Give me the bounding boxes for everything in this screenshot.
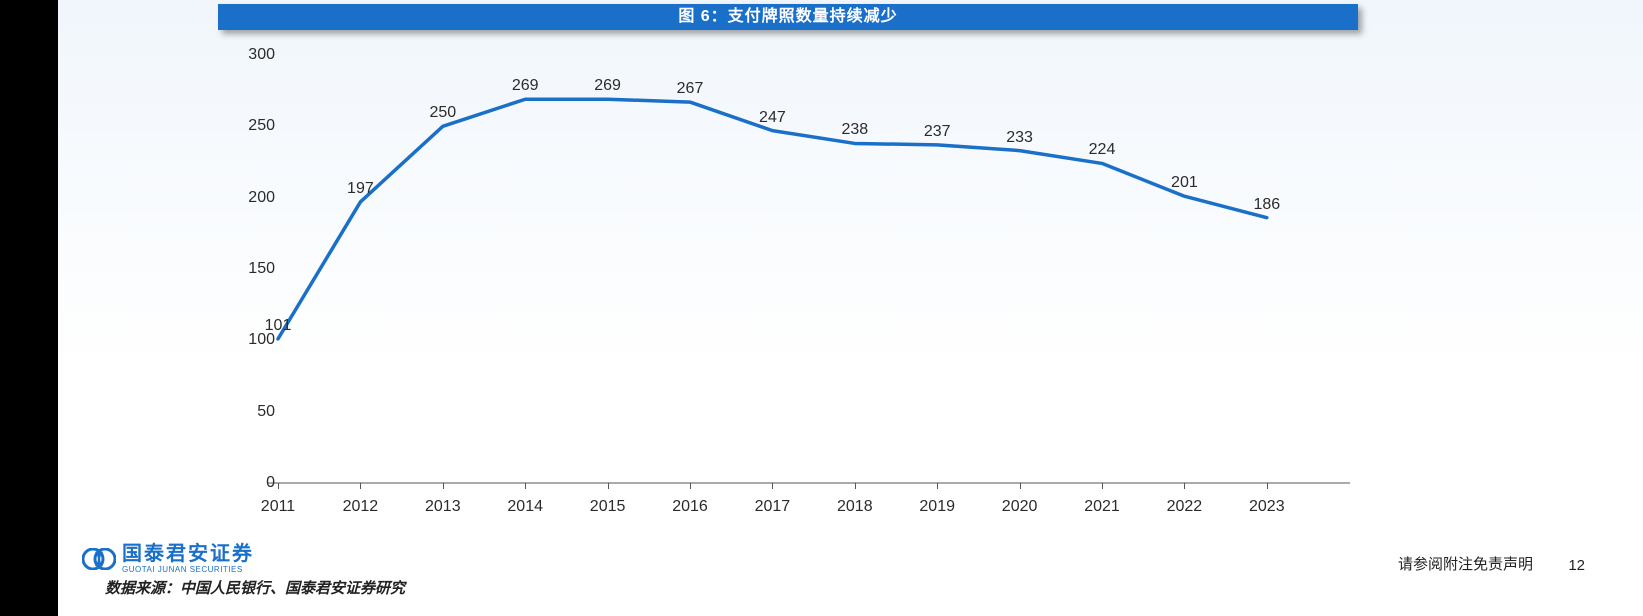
x-axis-tick [1102, 483, 1103, 489]
data-source-text: 数据来源：中国人民银行、国泰君安证券研究 [105, 577, 405, 598]
data-point-label: 101 [265, 317, 292, 335]
data-point-label: 267 [677, 80, 704, 98]
x-axis-tick-label: 2015 [590, 498, 626, 516]
data-point-label: 269 [512, 77, 539, 95]
data-point-label: 233 [1006, 129, 1033, 147]
x-axis-tick [360, 483, 361, 489]
brand-logo-icon [82, 548, 116, 570]
y-axis-tick-label: 300 [225, 46, 275, 64]
brand-name-cn: 国泰君安证券 [122, 544, 254, 564]
y-axis-tick-label: 200 [225, 189, 275, 207]
data-point-label: 250 [429, 104, 456, 122]
x-axis-tick [608, 483, 609, 489]
line-chart: 0501001502002503002011101201219720132502… [220, 50, 1350, 520]
x-axis-tick-label: 2019 [919, 498, 955, 516]
x-axis-tick [443, 483, 444, 489]
x-axis-tick [1020, 483, 1021, 489]
data-point-label: 238 [841, 121, 868, 139]
x-axis-tick-label: 2016 [672, 498, 708, 516]
chart-title-bar: 图 6：支付牌照数量持续减少 [218, 4, 1358, 30]
x-axis-tick [1267, 483, 1268, 489]
data-point-label: 269 [594, 77, 621, 95]
x-axis-tick-label: 2021 [1084, 498, 1120, 516]
y-axis-tick-label: 250 [225, 117, 275, 135]
x-axis-tick [772, 483, 773, 489]
x-axis-tick [278, 483, 279, 489]
brand-name-en: GUOTAI JUNAN SECURITIES [122, 566, 254, 574]
x-axis-tick-label: 2012 [343, 498, 379, 516]
y-axis-tick-label: 0 [225, 474, 275, 492]
page-number: 12 [1568, 557, 1585, 574]
x-axis-tick [690, 483, 691, 489]
y-axis-tick-label: 50 [225, 403, 275, 421]
data-point-label: 201 [1171, 174, 1198, 192]
x-axis-tick [937, 483, 938, 489]
x-axis-tick-label: 2023 [1249, 498, 1285, 516]
data-point-label: 247 [759, 109, 786, 127]
x-axis-tick [525, 483, 526, 489]
x-axis-tick-label: 2020 [1002, 498, 1038, 516]
disclaimer-text: 请参阅附注免责声明 [1398, 553, 1533, 574]
chart-title-text: 图 6：支付牌照数量持续减少 [678, 8, 897, 25]
x-axis-tick-label: 2013 [425, 498, 461, 516]
x-axis-tick [855, 483, 856, 489]
data-point-label: 224 [1089, 141, 1116, 159]
data-point-label: 197 [347, 180, 374, 198]
y-axis-tick-label: 150 [225, 260, 275, 278]
x-axis-tick-label: 2011 [261, 498, 295, 516]
x-axis-tick-label: 2022 [1167, 498, 1203, 516]
x-axis-tick-label: 2014 [507, 498, 543, 516]
data-point-label: 237 [924, 123, 951, 141]
left-black-bar [0, 0, 58, 616]
x-axis-tick [1184, 483, 1185, 489]
data-polyline [278, 99, 1267, 339]
data-point-label: 186 [1253, 196, 1280, 214]
x-axis-tick-label: 2018 [837, 498, 873, 516]
brand-logo: 国泰君安证券 GUOTAI JUNAN SECURITIES [82, 544, 254, 574]
x-axis-tick-label: 2017 [755, 498, 791, 516]
